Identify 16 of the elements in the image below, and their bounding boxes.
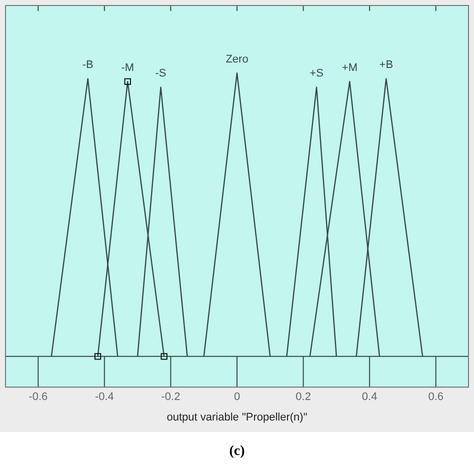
x-tick-label: -0.4 xyxy=(94,391,114,404)
series-label: Zero xyxy=(226,54,248,66)
series-label: -S xyxy=(155,68,166,80)
series-label: +M xyxy=(342,62,358,74)
x-tick-label: -0.6 xyxy=(28,391,48,404)
x-tick-label: 0.2 xyxy=(296,391,311,404)
x-tick-label: 0.6 xyxy=(428,391,444,404)
series-label: -B xyxy=(82,59,94,72)
series-label: -M xyxy=(121,62,134,74)
series-label: +S xyxy=(310,68,324,80)
text: (c) xyxy=(228,444,246,460)
x-tick-label: 0 xyxy=(234,391,240,404)
x-tick-label: 0.4 xyxy=(362,391,378,404)
x-axis-title: output variable "Propeller(n)" xyxy=(166,411,308,424)
series-label: +B xyxy=(379,59,394,72)
x-tick-label: -0.2 xyxy=(161,391,180,404)
